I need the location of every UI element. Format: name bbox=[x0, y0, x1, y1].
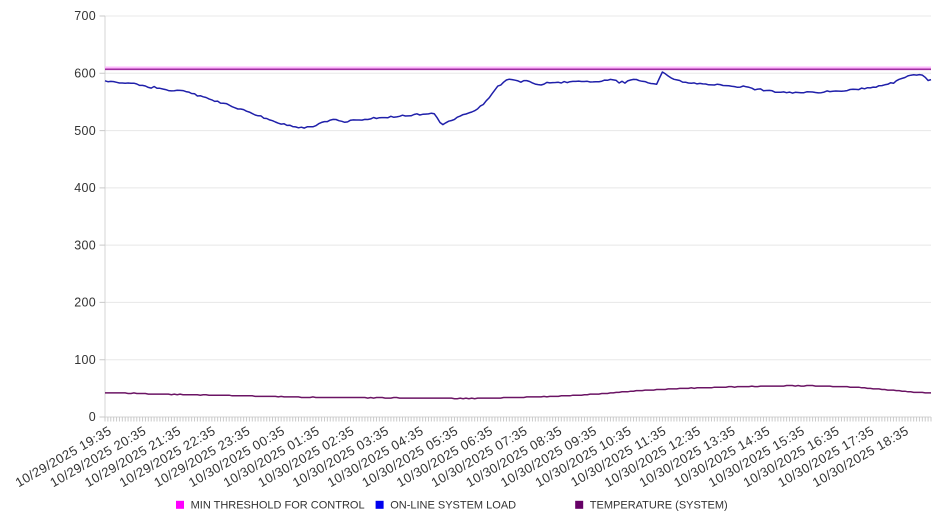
svg-text:400: 400 bbox=[74, 181, 96, 195]
svg-text:200: 200 bbox=[74, 296, 96, 310]
svg-text:100: 100 bbox=[74, 353, 96, 367]
svg-text:300: 300 bbox=[74, 238, 96, 252]
svg-text:700: 700 bbox=[74, 9, 96, 23]
svg-text:MIN THRESHOLD FOR CONTROL: MIN THRESHOLD FOR CONTROL bbox=[191, 500, 365, 512]
svg-text:0: 0 bbox=[89, 410, 96, 424]
svg-text:TEMPERATURE (SYSTEM): TEMPERATURE (SYSTEM) bbox=[590, 500, 728, 512]
svg-text:600: 600 bbox=[74, 67, 96, 81]
svg-text:ON-LINE SYSTEM LOAD: ON-LINE SYSTEM LOAD bbox=[390, 500, 516, 512]
svg-text:500: 500 bbox=[74, 124, 96, 138]
